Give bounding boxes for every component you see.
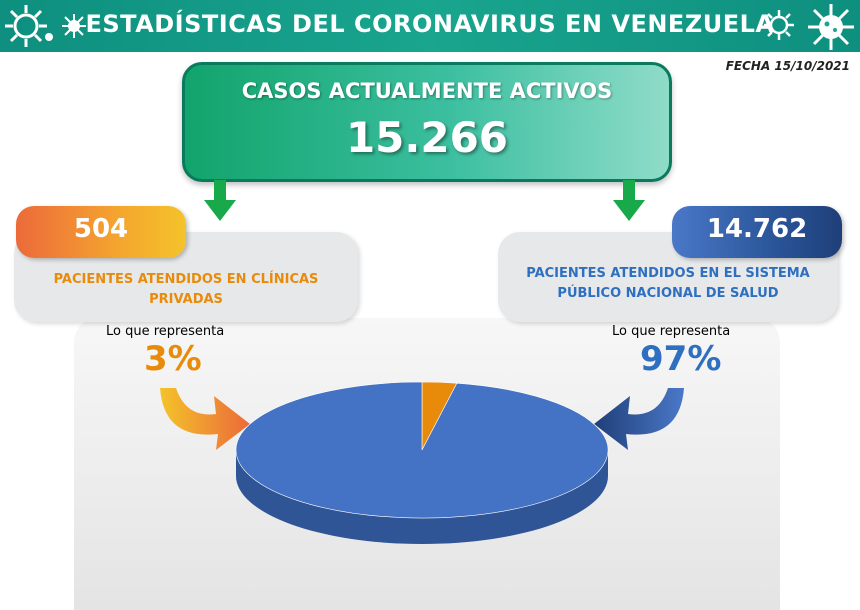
active-cases-value: 15.266 — [345, 113, 509, 162]
pie-slice-public — [235, 381, 609, 519]
report-date: FECHA 15/10/2021 — [725, 59, 850, 73]
private-label: PACIENTES ATENDIDOS EN CLÍNICAS PRIVADAS — [18, 270, 354, 310]
private-value-pill: 504 — [16, 206, 186, 258]
private-label-line2: PRIVADAS — [149, 292, 223, 307]
virus-icon — [808, 4, 854, 50]
virus-icon — [764, 10, 794, 40]
pie-side-wall — [236, 450, 608, 544]
public-represent-label: Lo que representa — [612, 324, 731, 339]
private-represent-label: Lo que representa — [106, 324, 225, 339]
curved-arrow-icon — [594, 388, 684, 450]
active-cases-box: CASOS ACTUALMENTE ACTIVOS 15.266 — [182, 62, 672, 182]
header-banner: ESTADÍSTICAS DEL CORONAVIRUS EN VENEZUEL… — [0, 0, 860, 52]
public-value: 14.762 — [706, 214, 808, 244]
public-percent: 97% — [640, 339, 722, 379]
down-arrow-icon — [204, 180, 236, 221]
page-title: ESTADÍSTICAS DEL CORONAVIRUS EN VENEZUEL… — [85, 10, 775, 38]
public-label: PACIENTES ATENDIDOS EN EL SISTEMA PÚBLIC… — [504, 264, 832, 304]
public-label-line1: PACIENTES ATENDIDOS EN EL SISTEMA — [526, 266, 810, 281]
curved-arrow-icon — [160, 388, 250, 450]
virus-icon — [62, 14, 86, 38]
virus-icon — [5, 5, 47, 47]
private-percent: 3% — [144, 339, 202, 379]
public-value-pill: 14.762 — [672, 206, 842, 258]
public-label-line2: PÚBLICO NACIONAL DE SALUD — [557, 286, 779, 301]
private-label-line1: PACIENTES ATENDIDOS EN CLÍNICAS — [53, 272, 319, 287]
down-arrow-icon — [613, 180, 645, 221]
virus-icon — [45, 33, 53, 41]
active-cases-title: CASOS ACTUALMENTE ACTIVOS — [241, 79, 613, 103]
private-value: 504 — [73, 214, 129, 244]
